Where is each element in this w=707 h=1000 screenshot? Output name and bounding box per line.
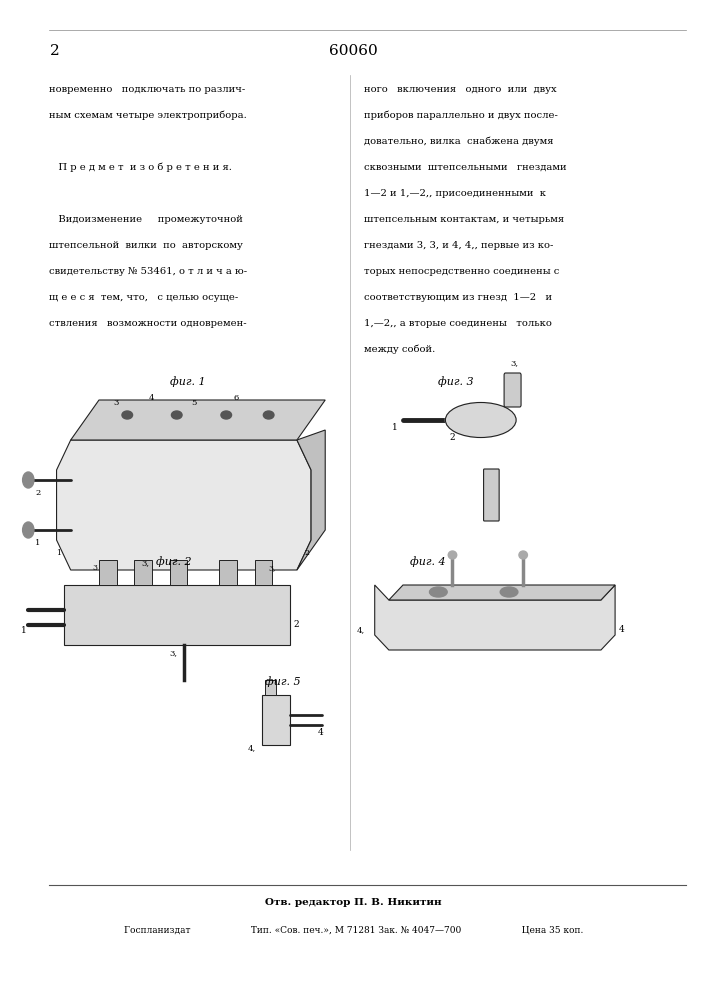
Text: ствления   возможности одновремен-: ствления возможности одновремен- [49,319,247,328]
Text: 1,—2,, а вторые соединены   только: 1,—2,, а вторые соединены только [364,319,552,328]
Text: 1: 1 [35,539,41,547]
Text: Госпланиздат                     Тип. «Сов. печ.», М 71281 Зак. № 4047—700      : Госпланиздат Тип. «Сов. печ.», М 71281 З… [124,925,583,934]
Text: 1: 1 [392,423,398,432]
Polygon shape [71,400,325,440]
Bar [134,560,152,585]
Polygon shape [375,585,615,650]
Text: новременно   подключать по различ-: новременно подключать по различ- [49,85,246,94]
Text: 4: 4 [318,728,324,737]
Text: 4,: 4, [247,744,255,752]
Text: 1—2 и 1,—2,, присоединенными  к: 1—2 и 1,—2,, присоединенными к [364,189,546,198]
Ellipse shape [221,411,232,419]
Text: 6: 6 [233,394,238,402]
Text: 3,: 3, [170,649,177,657]
Text: фиг. 2: фиг. 2 [156,556,191,567]
Text: Видоизменение     промежуточной: Видоизменение промежуточной [49,215,243,224]
Ellipse shape [122,411,133,419]
Text: 2: 2 [304,549,309,557]
Text: 2: 2 [449,433,455,442]
Bar [265,680,276,695]
Text: 3,: 3, [141,559,149,567]
FancyBboxPatch shape [504,373,521,407]
Ellipse shape [171,411,182,419]
Text: П р е д м е т  и з о б р е т е н и я.: П р е д м е т и з о б р е т е н и я. [49,163,233,172]
Circle shape [23,522,34,538]
Bar [219,560,237,585]
Text: довательно, вилка  снабжена двумя: довательно, вилка снабжена двумя [364,137,554,146]
Polygon shape [389,585,615,600]
Circle shape [23,472,34,488]
FancyBboxPatch shape [262,695,290,745]
Text: 3,: 3, [269,564,276,572]
FancyBboxPatch shape [484,469,499,521]
Ellipse shape [448,551,457,559]
Text: 60060: 60060 [329,44,378,58]
Text: 3: 3 [92,564,97,572]
Bar [255,560,272,585]
Text: 2: 2 [293,620,299,629]
Text: 1: 1 [21,626,27,635]
Text: 3: 3 [113,399,119,407]
Ellipse shape [500,587,518,597]
Text: свидетельству № 53461, о т л и ч а ю-: свидетельству № 53461, о т л и ч а ю- [49,267,247,276]
Text: 2: 2 [35,489,40,497]
FancyBboxPatch shape [64,585,290,645]
Text: 2: 2 [49,44,59,58]
Text: фиг. 4: фиг. 4 [410,556,445,567]
Text: фиг. 5: фиг. 5 [265,676,300,687]
Text: фиг. 3: фиг. 3 [438,376,474,387]
Text: 4,: 4, [357,626,365,634]
Polygon shape [57,440,311,570]
Text: ным схемам четыре электроприбора.: ным схемам четыре электроприбора. [49,111,247,120]
Ellipse shape [263,411,274,419]
Text: между собой.: между собой. [364,345,436,355]
Text: сквозными  штепсельными   гнездами: сквозными штепсельными гнездами [364,163,567,172]
Bar [170,560,187,585]
Text: штепсельным контактам, и четырьмя: штепсельным контактам, и четырьмя [364,215,564,224]
Text: гнездами 3, 3, и 4, 4,, первые из ко-: гнездами 3, 3, и 4, 4,, первые из ко- [364,241,554,250]
Text: 4: 4 [619,625,624,634]
Text: торых непосредственно соединены с: торых непосредственно соединены с [364,267,559,276]
Text: приборов параллельно и двух после-: приборов параллельно и двух после- [364,111,558,120]
Polygon shape [297,430,325,570]
Ellipse shape [519,551,527,559]
Text: ного   включения   одного  или  двух: ного включения одного или двух [364,85,556,94]
Text: 1: 1 [57,549,62,557]
Text: Отв. редактор П. В. Никитин: Отв. редактор П. В. Никитин [265,898,442,907]
Ellipse shape [445,402,516,438]
Text: 4: 4 [148,394,154,402]
Text: фиг. 1: фиг. 1 [170,376,205,387]
Text: штепсельной  вилки  по  авторскому: штепсельной вилки по авторскому [49,241,243,250]
Text: 3,: 3, [510,359,518,367]
Text: 5: 5 [191,399,197,407]
Text: щ е е с я  тем, что,   с целью осуще-: щ е е с я тем, что, с целью осуще- [49,293,239,302]
Bar [99,560,117,585]
Ellipse shape [429,587,447,597]
Text: соответствующим из гнезд  1—2   и: соответствующим из гнезд 1—2 и [364,293,552,302]
